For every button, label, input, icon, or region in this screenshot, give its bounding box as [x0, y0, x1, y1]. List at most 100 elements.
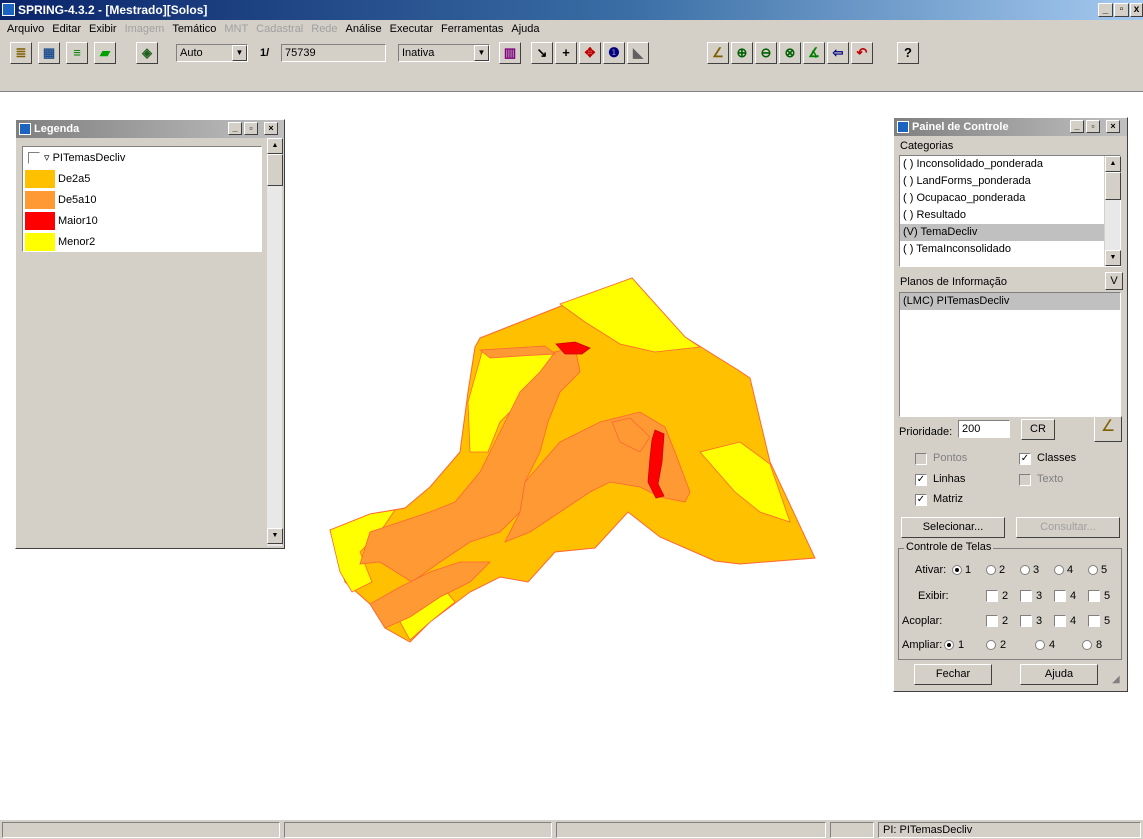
ativar-radio-4[interactable] — [1054, 565, 1064, 575]
acoplar-checkbox-4[interactable] — [1054, 615, 1066, 627]
chevron-down-icon[interactable]: ▼ — [232, 45, 247, 61]
palette-icon[interactable]: ▥ — [499, 42, 521, 64]
zoom-mode-select[interactable]: Auto ▼ — [176, 44, 248, 62]
menu-cadastral[interactable]: Cadastral — [256, 23, 304, 35]
scroll-down-icon[interactable]: ▼ — [1105, 250, 1121, 266]
legend-maximize-button[interactable]: ▫ — [244, 122, 258, 135]
help-button[interactable]: Ajuda — [1020, 664, 1098, 685]
ativar-radio-1[interactable] — [952, 565, 962, 575]
menu-analise[interactable]: Análise — [345, 23, 382, 35]
menu-mnt[interactable]: MNT — [224, 23, 249, 35]
scroll-up-icon[interactable]: ▲ — [1105, 156, 1121, 172]
acoplar-checkbox-5[interactable] — [1088, 615, 1100, 627]
menu-ajuda[interactable]: Ajuda — [511, 23, 540, 35]
zoom-out-icon[interactable]: ⊖ — [755, 42, 777, 64]
plans-list[interactable]: (LMC) PITemasDecliv — [899, 292, 1121, 417]
ampliar-radio-4[interactable] — [1035, 640, 1045, 650]
map-canvas[interactable] — [0, 92, 1143, 820]
legend-close-button[interactable]: × — [264, 122, 278, 135]
priority-input[interactable]: 200 — [958, 420, 1010, 438]
scroll-down-icon[interactable]: ▼ — [267, 528, 283, 544]
close-panel-button[interactable]: Fechar — [914, 664, 992, 685]
legend-minimize-button[interactable]: _ — [228, 122, 242, 135]
menu-exibir[interactable]: Exibir — [89, 23, 117, 35]
ampliar-radio-8[interactable] — [1082, 640, 1092, 650]
resize-grip-icon[interactable]: ◢ — [1112, 674, 1120, 685]
info-icon[interactable]: ❶ — [603, 42, 625, 64]
chevron-down-icon[interactable]: ▼ — [474, 45, 489, 61]
legend-item[interactable]: De5a10 — [24, 190, 262, 210]
select-button[interactable]: Selecionar... — [901, 517, 1005, 538]
draw-icon[interactable]: ▰ — [94, 42, 116, 64]
ampliar-radio-1[interactable] — [944, 640, 954, 650]
acoplar-checkbox-2[interactable] — [986, 615, 998, 627]
plans-v-button[interactable]: V — [1105, 272, 1123, 290]
cursor-mode-select[interactable]: Inativa ▼ — [398, 44, 490, 62]
category-item[interactable]: ( ) Inconsolidado_ponderada — [903, 158, 1044, 170]
category-item-selected[interactable]: (V) TemaDecliv — [900, 224, 1120, 241]
layers-icon[interactable]: ≡ — [66, 42, 88, 64]
scroll-thumb[interactable] — [267, 154, 283, 186]
undo-icon[interactable]: ↶ — [851, 42, 873, 64]
zoom-in-icon[interactable]: ⊕ — [731, 42, 753, 64]
project-icon[interactable]: ▦ — [38, 42, 60, 64]
back-arrow-icon[interactable]: ⇦ — [827, 42, 849, 64]
cr-button[interactable]: CR — [1021, 419, 1055, 440]
pointer-icon[interactable]: ◣ — [627, 42, 649, 64]
category-item[interactable]: ( ) TemaInconsolidado — [903, 243, 1012, 255]
minimize-button[interactable]: _ — [1098, 3, 1113, 17]
ampliar-radio-2[interactable] — [986, 640, 996, 650]
linhas-checkbox[interactable]: ✓ — [915, 474, 927, 486]
menu-arquivo[interactable]: Arquivo — [7, 23, 45, 35]
category-item[interactable]: ( ) Resultado — [903, 209, 966, 221]
arrow-down-right-icon[interactable]: ↘ — [531, 42, 553, 64]
legend-item[interactable]: Maior10 — [24, 211, 262, 231]
legend-titlebar[interactable]: Legenda _ ▫ × — [16, 120, 284, 138]
scroll-thumb[interactable] — [1105, 172, 1121, 200]
zoom-area-icon[interactable]: ⊗ — [779, 42, 801, 64]
exibir-checkbox-3[interactable] — [1020, 590, 1032, 602]
plan-item-selected[interactable]: (LMC) PITemasDecliv — [900, 293, 1120, 310]
legend-group[interactable]: ▿ PITemasDecliv — [24, 148, 262, 168]
scale-input[interactable]: 75739 — [281, 44, 386, 62]
category-item[interactable]: ( ) Ocupacao_ponderada — [903, 192, 1026, 204]
menu-imagem[interactable]: Imagem — [124, 23, 165, 35]
cp-close-button[interactable]: × — [1106, 120, 1120, 133]
window-titlebar[interactable]: SPRING-4.3.2 - [Mestrado][Solos] _ ▫ x — [0, 0, 1143, 20]
pencil-icon[interactable]: ∠ — [707, 42, 729, 64]
ativar-radio-3[interactable] — [1020, 565, 1030, 575]
legend-group-checkbox[interactable] — [28, 152, 40, 164]
exibir-checkbox-5[interactable] — [1088, 590, 1100, 602]
exibir-checkbox-4[interactable] — [1054, 590, 1066, 602]
menu-rede[interactable]: Rede — [311, 23, 338, 35]
classes-checkbox[interactable]: ✓ — [1019, 453, 1031, 465]
texto-checkbox[interactable] — [1019, 474, 1031, 486]
category-item[interactable]: ( ) LandForms_ponderada — [903, 175, 1031, 187]
query-button[interactable]: Consultar... — [1016, 517, 1120, 538]
matriz-checkbox[interactable]: ✓ — [915, 494, 927, 506]
legend-scrollbar[interactable]: ▲ ▼ — [266, 138, 283, 546]
close-button[interactable]: x — [1130, 3, 1143, 17]
menu-ferramentas[interactable]: Ferramentas — [441, 23, 504, 35]
pencil-edit-icon[interactable]: ∠ — [1094, 416, 1122, 442]
control-panel-titlebar[interactable]: Painel de Controle _ ▫ × — [894, 118, 1127, 136]
restore-button[interactable]: ▫ — [1114, 3, 1129, 17]
ativar-radio-5[interactable] — [1088, 565, 1098, 575]
legend-item[interactable]: Menor2 — [24, 232, 262, 252]
acoplar-checkbox-3[interactable] — [1020, 615, 1032, 627]
scroll-up-icon[interactable]: ▲ — [267, 138, 283, 154]
legend-item[interactable]: De2a5 — [24, 169, 262, 189]
menu-editar[interactable]: Editar — [52, 23, 82, 35]
exibir-checkbox-2[interactable] — [986, 590, 998, 602]
cp-minimize-button[interactable]: _ — [1070, 120, 1084, 133]
collapse-triangle-icon[interactable]: ▿ — [44, 152, 53, 164]
categories-list[interactable]: ( ) Inconsolidado_ponderada ( ) LandForm… — [899, 155, 1121, 267]
cp-maximize-button[interactable]: ▫ — [1086, 120, 1100, 133]
categories-scrollbar[interactable]: ▲ ▼ — [1104, 156, 1121, 266]
help-icon[interactable]: ? — [897, 42, 919, 64]
menu-tematico[interactable]: Temático — [172, 23, 217, 35]
pontos-checkbox[interactable] — [915, 453, 927, 465]
pan-icon[interactable]: ✥ — [579, 42, 601, 64]
menu-executar[interactable]: Executar — [389, 23, 434, 35]
crosshair-icon[interactable]: + — [555, 42, 577, 64]
